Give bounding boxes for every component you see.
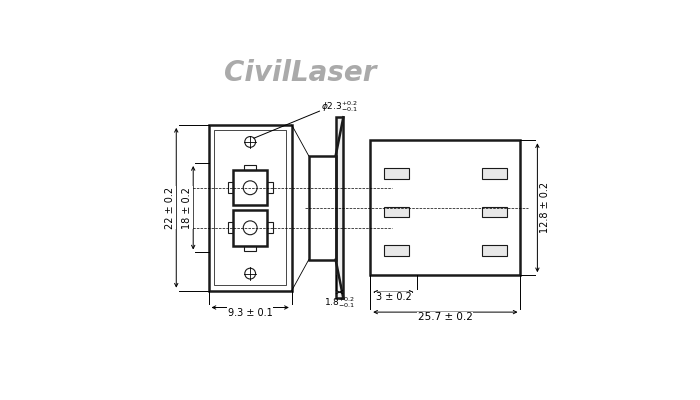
Bar <box>482 207 507 218</box>
Text: 25.7 ± 0.2: 25.7 ± 0.2 <box>418 312 472 322</box>
Bar <box>214 130 286 285</box>
Bar <box>209 125 292 290</box>
Text: CivilLaser: CivilLaser <box>224 59 377 87</box>
Bar <box>267 222 272 233</box>
Bar <box>370 140 521 275</box>
Bar <box>244 165 256 170</box>
Text: $\phi$2.3$^{+0.2}_{-0.1}$: $\phi$2.3$^{+0.2}_{-0.1}$ <box>321 99 358 114</box>
Bar <box>482 168 507 179</box>
Bar <box>228 182 233 193</box>
Bar <box>233 210 267 246</box>
Bar <box>384 168 409 179</box>
Text: 22 ± 0.2: 22 ± 0.2 <box>165 187 175 229</box>
Text: 3 ± 0.2: 3 ± 0.2 <box>375 292 412 302</box>
Bar <box>336 117 343 298</box>
Text: 18 ± 0.2: 18 ± 0.2 <box>182 187 192 229</box>
Text: 1.8$^{+0.2}_{-0.1}$: 1.8$^{+0.2}_{-0.1}$ <box>324 295 355 310</box>
Bar <box>267 182 272 193</box>
Bar <box>244 246 256 251</box>
Bar <box>384 245 409 256</box>
Bar <box>309 156 336 260</box>
Bar <box>482 245 507 256</box>
Bar <box>228 222 233 233</box>
Text: 12.8 ± 0.2: 12.8 ± 0.2 <box>540 182 550 233</box>
Bar <box>384 207 409 218</box>
Text: 9.3 ± 0.1: 9.3 ± 0.1 <box>228 308 272 318</box>
Bar <box>233 170 267 206</box>
